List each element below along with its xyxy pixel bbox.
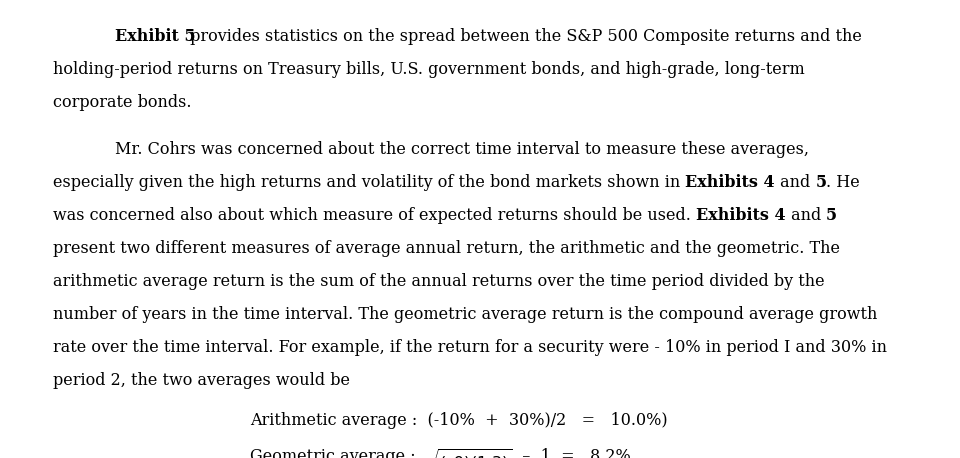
Text: 5: 5 xyxy=(826,207,837,224)
Text: especially given the high returns and volatility of the bond markets shown in: especially given the high returns and vo… xyxy=(53,174,685,191)
Text: –  1  =   8.2%: – 1 = 8.2% xyxy=(512,448,631,458)
Text: was concerned also about which measure of expected returns should be used.: was concerned also about which measure o… xyxy=(53,207,696,224)
Text: period 2, the two averages would be: period 2, the two averages would be xyxy=(53,372,350,389)
Text: provides statistics on the spread between the S&P 500 Composite returns and the: provides statistics on the spread betwee… xyxy=(185,28,862,45)
Text: and: and xyxy=(775,174,815,191)
Text: $\sqrt{(.9)(1.3)}$: $\sqrt{(.9)(1.3)}$ xyxy=(426,448,512,458)
Text: corporate bonds.: corporate bonds. xyxy=(53,94,191,111)
Text: Exhibits 4: Exhibits 4 xyxy=(696,207,785,224)
Text: Geometric average :: Geometric average : xyxy=(250,448,426,458)
Text: arithmetic average return is the sum of the annual returns over the time period : arithmetic average return is the sum of … xyxy=(53,273,825,290)
Text: present two different measures of average annual return, the arithmetic and the : present two different measures of averag… xyxy=(53,240,840,257)
Text: number of years in the time interval. The geometric average return is the compou: number of years in the time interval. Th… xyxy=(53,306,877,323)
Text: and: and xyxy=(785,207,826,224)
Text: . He: . He xyxy=(827,174,860,191)
Text: Exhibit 5: Exhibit 5 xyxy=(115,28,196,45)
Text: 5: 5 xyxy=(815,174,827,191)
Text: rate over the time interval. For example, if the return for a security were - 10: rate over the time interval. For example… xyxy=(53,339,887,356)
Text: Arithmetic average :  (-10%  +  30%)/2   =   10.0%): Arithmetic average : (-10% + 30%)/2 = 10… xyxy=(250,412,667,429)
Text: Mr. Cohrs was concerned about the correct time interval to measure these average: Mr. Cohrs was concerned about the correc… xyxy=(115,141,809,158)
Text: Exhibits 4: Exhibits 4 xyxy=(685,174,775,191)
Text: holding-period returns on Treasury bills, U.S. government bonds, and high-grade,: holding-period returns on Treasury bills… xyxy=(53,61,804,78)
